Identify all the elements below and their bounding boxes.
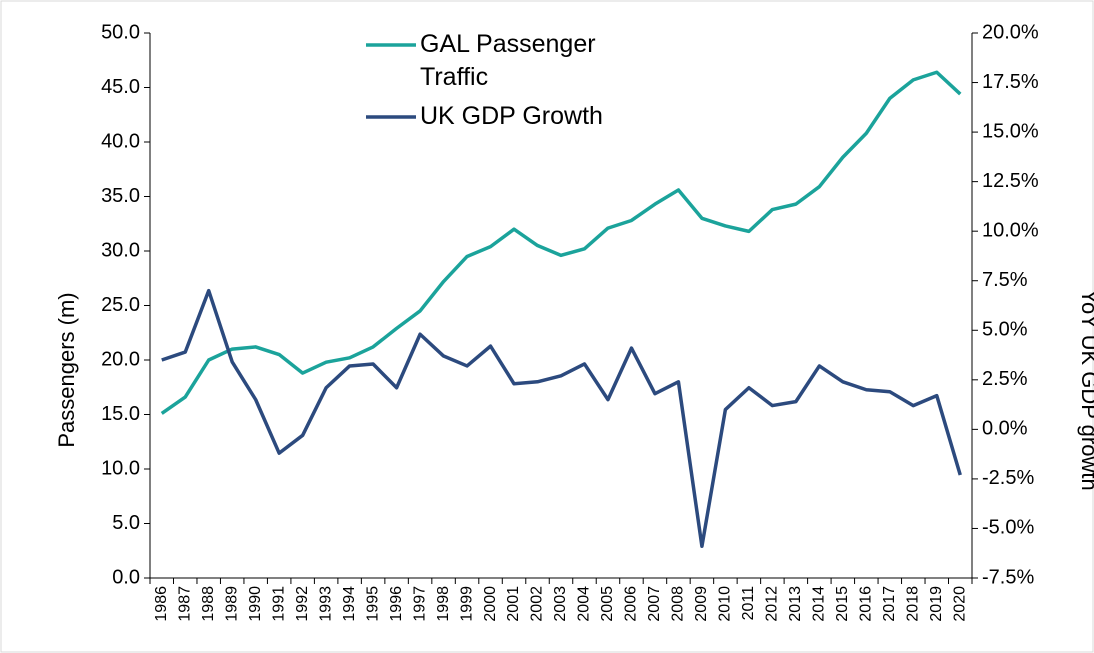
y-tick-label: 5.0 xyxy=(112,512,140,534)
legend-label: GAL Passenger Traffic xyxy=(420,30,596,91)
x-tick-label: 1994 xyxy=(341,586,358,622)
x-tick-label: 2010 xyxy=(717,586,734,622)
x-tick-label: 2014 xyxy=(811,586,828,622)
x-tick-label: 2008 xyxy=(670,586,687,622)
x-tick-label: 1998 xyxy=(435,586,452,622)
y2-axis-label: YoY UK GDP growth xyxy=(1077,289,1094,490)
x-tick-label: 1991 xyxy=(270,586,287,622)
y2-tick-label: 5.0% xyxy=(982,319,1028,341)
x-tick-label: 2015 xyxy=(834,586,851,622)
x-tick-label: 2018 xyxy=(905,586,922,622)
legend-label: UK GDP Growth xyxy=(420,102,603,130)
y-tick-label: 50.0 xyxy=(101,21,140,43)
x-tick-label: 2004 xyxy=(576,586,593,622)
x-tick-label: 1997 xyxy=(411,586,428,622)
x-tick-label: 1989 xyxy=(223,586,240,622)
x-tick-label: 2017 xyxy=(881,586,898,622)
y-tick-label: 25.0 xyxy=(101,294,140,316)
y2-tick-label: 17.5% xyxy=(982,71,1039,93)
x-tick-label: 2009 xyxy=(693,586,710,622)
y2-tick-label: 2.5% xyxy=(982,368,1028,390)
y-tick-label: 45.0 xyxy=(101,76,140,98)
y2-tick-label: 10.0% xyxy=(982,219,1039,241)
x-tick-label: 1992 xyxy=(294,586,311,622)
x-tick-label: 2007 xyxy=(646,586,663,622)
y-tick-label: 15.0 xyxy=(101,403,140,425)
y2-tick-label: 15.0% xyxy=(982,120,1039,142)
y2-tick-label: 20.0% xyxy=(982,21,1039,43)
x-tick-label: 2011 xyxy=(740,586,757,621)
y2-tick-label: -2.5% xyxy=(982,467,1034,489)
x-tick-label: 1987 xyxy=(176,586,193,622)
x-tick-label: 2012 xyxy=(764,586,781,622)
x-tick-label: 2020 xyxy=(951,586,968,622)
series-line xyxy=(161,288,962,549)
x-tick-label: 1995 xyxy=(364,586,381,622)
x-tick-label: 2005 xyxy=(599,586,616,622)
x-tick-label: 1988 xyxy=(200,586,217,622)
y-tick-label: 40.0 xyxy=(101,130,140,152)
y-tick-label: 30.0 xyxy=(101,239,140,261)
x-tick-label: 2003 xyxy=(552,586,569,622)
x-tick-label: 2000 xyxy=(482,586,499,622)
y2-tick-label: 12.5% xyxy=(982,170,1039,192)
series-line xyxy=(160,70,962,415)
x-tick-label: 1986 xyxy=(153,586,170,622)
y2-tick-label: 0.0% xyxy=(982,418,1028,440)
x-tick-label: 2016 xyxy=(858,586,875,622)
y-tick-label: 0.0 xyxy=(112,566,140,588)
x-tick-label: 2019 xyxy=(928,586,945,622)
x-tick-label: 1993 xyxy=(317,586,334,622)
y-tick-label: 20.0 xyxy=(101,348,140,370)
y-axis-label: Passengers (m) xyxy=(54,292,79,447)
x-tick-label: 1990 xyxy=(247,586,264,622)
y-tick-label: 35.0 xyxy=(101,185,140,207)
x-tick-label: 1996 xyxy=(388,586,405,622)
y2-tick-label: 7.5% xyxy=(982,269,1028,291)
y2-tick-label: -7.5% xyxy=(982,566,1034,588)
x-tick-label: 2002 xyxy=(529,586,546,622)
y-tick-label: 10.0 xyxy=(101,457,140,479)
x-tick-label: 2013 xyxy=(787,586,804,622)
y2-tick-label: -5.0% xyxy=(982,517,1034,539)
x-tick-label: 2006 xyxy=(623,586,640,622)
x-tick-label: 2001 xyxy=(505,586,522,622)
x-tick-label: 1999 xyxy=(458,586,475,622)
